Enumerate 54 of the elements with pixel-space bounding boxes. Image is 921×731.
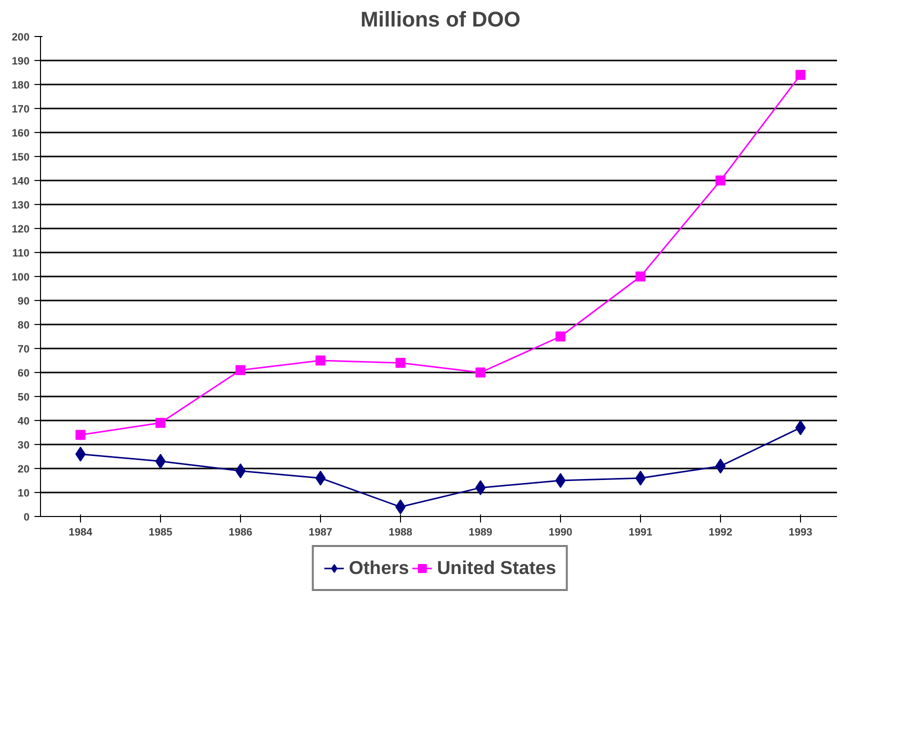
y-tick-label: 20 xyxy=(18,464,30,476)
y-tick-label: 170 xyxy=(12,104,30,116)
y-tick-label: 90 xyxy=(18,296,30,308)
point xyxy=(556,332,566,342)
y-tick-label: 0 xyxy=(24,512,30,524)
point xyxy=(235,463,246,478)
y-tick-label: 30 xyxy=(18,440,30,452)
y-tick-label: 60 xyxy=(18,368,30,380)
x-tick-label: 1985 xyxy=(148,526,172,538)
y-tick-label: 180 xyxy=(12,80,30,92)
point xyxy=(316,356,326,366)
x-tick-label: 1992 xyxy=(708,526,732,538)
point xyxy=(636,272,646,282)
point xyxy=(76,430,86,440)
point xyxy=(155,454,166,469)
point xyxy=(635,470,646,486)
y-tick-label: 160 xyxy=(12,128,30,140)
point xyxy=(795,420,806,436)
y-tick-label: 120 xyxy=(12,224,30,236)
legend-label: United States xyxy=(436,557,556,579)
point xyxy=(396,358,406,368)
y-tick-label: 200 xyxy=(12,32,30,44)
point xyxy=(715,458,726,474)
point xyxy=(555,473,566,488)
y-tick-label: 70 xyxy=(18,344,30,356)
point xyxy=(75,446,86,462)
y-tick-label: 80 xyxy=(18,320,30,332)
y-tick-label: 40 xyxy=(18,416,30,428)
point xyxy=(796,70,806,80)
y-tick-label: 150 xyxy=(12,152,30,164)
point xyxy=(716,176,726,186)
y-tick-label: 190 xyxy=(12,56,30,68)
x-tick-label: 1988 xyxy=(388,526,412,538)
x-tick-label: 1993 xyxy=(788,526,812,538)
x-tick-label: 1991 xyxy=(628,526,652,538)
y-tick-label: 140 xyxy=(12,176,30,188)
legend-label: Others xyxy=(348,557,409,579)
y-tick-label: 130 xyxy=(12,200,30,212)
point xyxy=(395,499,406,514)
x-tick-label: 1989 xyxy=(468,526,492,538)
point xyxy=(156,418,166,428)
point xyxy=(476,368,486,378)
y-tick-label: 50 xyxy=(18,392,30,404)
y-tick-label: 100 xyxy=(12,272,30,284)
y-tick-label: 110 xyxy=(12,248,30,260)
point xyxy=(315,470,326,486)
y-tick-label: 10 xyxy=(18,488,30,500)
x-tick-label: 1984 xyxy=(68,526,92,538)
x-tick-label: 1987 xyxy=(308,526,332,538)
point xyxy=(236,365,246,376)
x-tick-label: 1986 xyxy=(228,526,252,538)
point xyxy=(475,480,486,496)
chart-title: Millions of DOO xyxy=(360,8,520,32)
x-tick-label: 1990 xyxy=(548,526,572,538)
